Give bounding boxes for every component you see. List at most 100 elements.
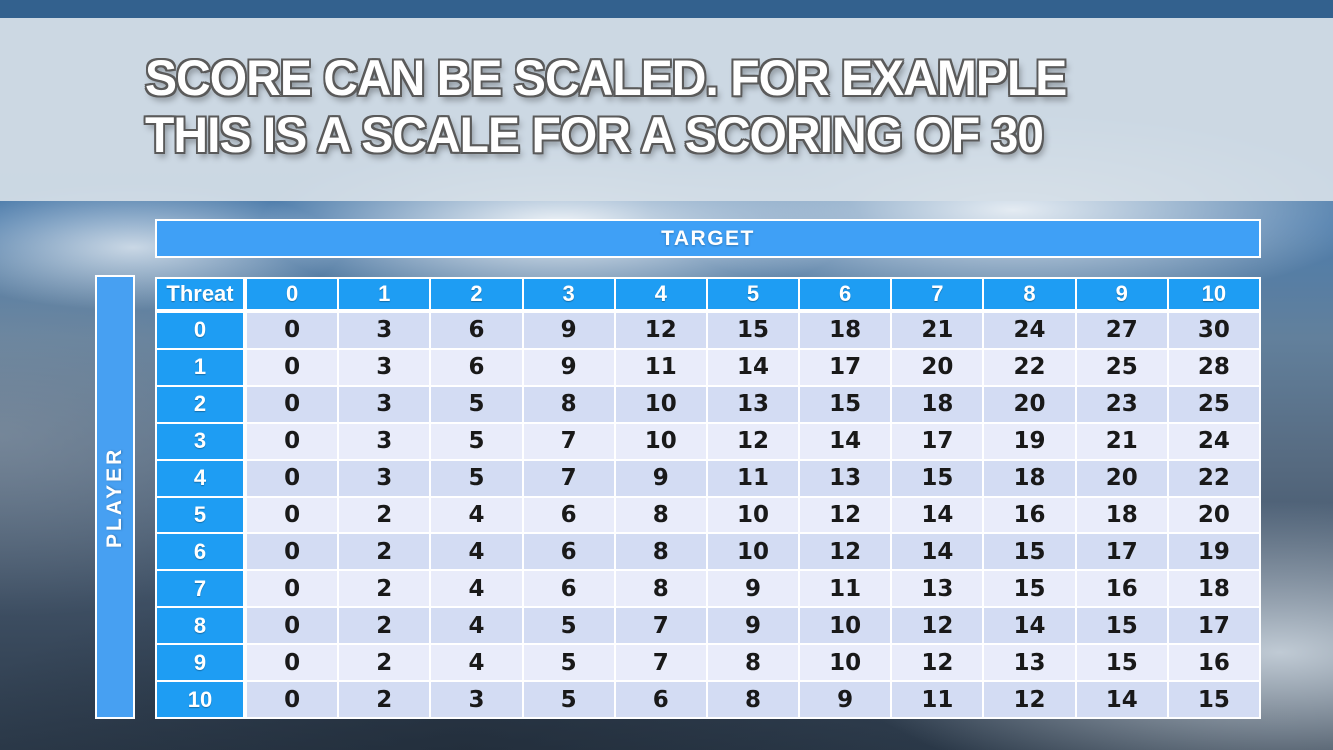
row-header-cell: 9 [157, 645, 245, 681]
value-cell: 15 [1168, 682, 1259, 717]
value-cell: 14 [984, 608, 1075, 644]
value-cell: 9 [707, 608, 799, 644]
value-cell: 12 [984, 682, 1075, 717]
value-cell: 4 [431, 497, 522, 533]
column-header-cell: 4 [615, 279, 706, 311]
value-cell: 9 [523, 313, 614, 348]
value-cell: 2 [339, 497, 430, 533]
row-header-cell: 4 [157, 460, 245, 496]
value-cell: 10 [615, 423, 706, 459]
value-cell: 22 [984, 349, 1075, 385]
value-cell: 8 [523, 386, 614, 422]
row-header-cell: 1 [157, 349, 245, 385]
value-cell: 12 [800, 534, 891, 570]
value-cell: 17 [1168, 608, 1259, 644]
value-cell: 7 [615, 645, 706, 681]
value-cell: 4 [431, 645, 522, 681]
value-cell: 0 [247, 349, 338, 385]
value-cell: 6 [523, 571, 614, 607]
value-cell: 2 [339, 571, 430, 607]
row-header-cell: 10 [157, 682, 245, 717]
value-cell: 20 [984, 386, 1075, 422]
value-cell: 0 [247, 313, 338, 348]
value-cell: 8 [615, 534, 706, 570]
value-cell: 25 [1076, 349, 1167, 385]
column-header-cell: 6 [800, 279, 891, 311]
column-header-cell: 3 [523, 279, 614, 311]
value-cell: 6 [431, 313, 522, 348]
value-cell: 24 [1168, 423, 1259, 459]
slide-title: SCORE CAN BE SCALED. FOR EXAMPLE THIS IS… [145, 50, 1220, 164]
value-cell: 27 [1076, 313, 1167, 348]
value-cell: 15 [1076, 608, 1167, 644]
value-cell: 0 [247, 423, 338, 459]
value-cell: 8 [707, 682, 799, 717]
value-cell: 7 [523, 460, 614, 496]
value-cell: 15 [984, 571, 1075, 607]
value-cell: 14 [892, 497, 983, 533]
value-cell: 15 [1076, 645, 1167, 681]
slide-title-line2: THIS IS A SCALE FOR A SCORING OF 30 [145, 107, 1044, 163]
value-cell: 13 [707, 386, 799, 422]
value-cell: 15 [892, 460, 983, 496]
row-header-cell: 0 [157, 313, 245, 348]
value-cell: 12 [615, 313, 706, 348]
top-accent-strip [0, 0, 1333, 18]
value-cell: 0 [247, 534, 338, 570]
value-cell: 0 [247, 497, 338, 533]
value-cell: 11 [892, 682, 983, 717]
value-cell: 14 [892, 534, 983, 570]
player-axis-bar: PLAYER [95, 275, 135, 719]
value-cell: 20 [1168, 497, 1259, 533]
value-cell: 10 [800, 608, 891, 644]
row-header-cell: 2 [157, 386, 245, 422]
value-cell: 0 [247, 571, 338, 607]
value-cell: 21 [892, 313, 983, 348]
value-cell: 14 [800, 423, 891, 459]
value-cell: 16 [1168, 645, 1259, 681]
column-header-cell: 5 [707, 279, 799, 311]
value-cell: 15 [800, 386, 891, 422]
value-cell: 0 [247, 608, 338, 644]
value-cell: 13 [800, 460, 891, 496]
value-cell: 14 [707, 349, 799, 385]
value-cell: 5 [431, 423, 522, 459]
value-cell: 5 [523, 645, 614, 681]
value-cell: 5 [431, 386, 522, 422]
value-cell: 3 [339, 460, 430, 496]
value-cell: 6 [431, 349, 522, 385]
value-cell: 13 [984, 645, 1075, 681]
value-cell: 22 [1168, 460, 1259, 496]
value-cell: 18 [984, 460, 1075, 496]
value-cell: 3 [339, 349, 430, 385]
column-header-cell: 8 [984, 279, 1075, 311]
value-cell: 23 [1076, 386, 1167, 422]
player-axis-label: PLAYER [103, 446, 126, 548]
row-header-cell: 7 [157, 571, 245, 607]
value-cell: 28 [1168, 349, 1259, 385]
value-cell: 11 [800, 571, 891, 607]
value-cell: 10 [800, 645, 891, 681]
target-axis-bar: TARGET [155, 219, 1261, 258]
value-cell: 2 [339, 682, 430, 717]
value-cell: 6 [523, 497, 614, 533]
value-cell: 2 [339, 534, 430, 570]
value-cell: 12 [707, 423, 799, 459]
value-cell: 7 [615, 608, 706, 644]
value-cell: 13 [892, 571, 983, 607]
value-cell: 18 [892, 386, 983, 422]
value-cell: 2 [339, 645, 430, 681]
value-cell: 11 [707, 460, 799, 496]
value-cell: 6 [615, 682, 706, 717]
value-cell: 24 [984, 313, 1075, 348]
value-cell: 12 [892, 645, 983, 681]
value-cell: 5 [523, 608, 614, 644]
value-cell: 9 [523, 349, 614, 385]
column-header-cell: 7 [892, 279, 983, 311]
score-matrix-table: Threat 0 1 2 3 4 5 6 7 8 9 10 0 0 3 6 9 12 15 18 21 24 27 30 1 0… [155, 277, 1261, 719]
slide-title-line1: SCORE CAN BE SCALED. FOR EXAMPLE [145, 50, 1067, 106]
value-cell: 7 [523, 423, 614, 459]
value-cell: 9 [615, 460, 706, 496]
value-cell: 4 [431, 534, 522, 570]
